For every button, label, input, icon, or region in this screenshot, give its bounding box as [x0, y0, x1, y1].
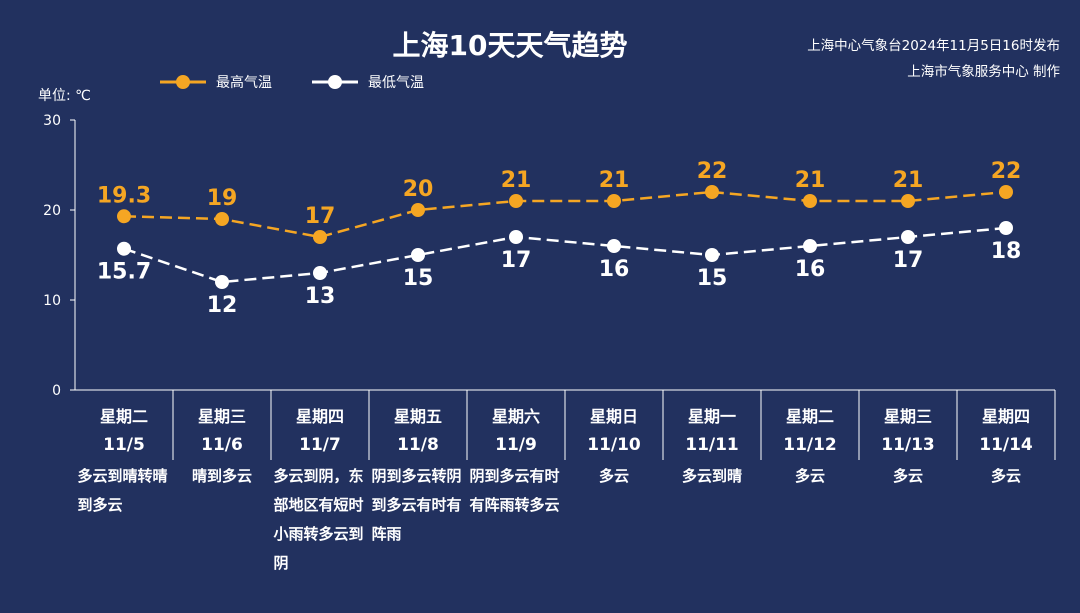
x-date-label: 11/6: [201, 435, 243, 455]
data-label: 13: [305, 284, 336, 309]
data-point: [411, 248, 425, 262]
legend-low-label: 最低气温: [368, 75, 424, 91]
y-tick-label: 20: [43, 203, 61, 219]
y-tick-label: 10: [43, 293, 61, 309]
weather-description: 多云: [957, 462, 1055, 491]
data-point: [215, 212, 229, 226]
x-weekday-label: 星期二: [786, 407, 834, 426]
data-label: 12: [207, 293, 238, 318]
x-weekday-label: 星期二: [100, 407, 148, 426]
data-label: 17: [501, 248, 532, 273]
x-weekday-label: 星期四: [982, 407, 1030, 426]
x-date-label: 11/12: [783, 435, 837, 455]
data-label: 18: [991, 239, 1022, 264]
weather-text: 晴到多云: [191, 467, 252, 485]
x-weekday-label: 星期一: [688, 407, 736, 426]
data-label: 17: [893, 248, 924, 273]
weather-description: 多云: [761, 462, 859, 491]
x-date-label: 11/5: [103, 435, 145, 455]
source-line-1: 上海中心气象台2024年11月5日16时发布: [807, 38, 1060, 54]
weather-description: 多云到晴转晴到多云: [75, 462, 173, 520]
data-label: 21: [599, 168, 630, 193]
data-label: 22: [991, 159, 1022, 184]
weather-text: 多云到晴: [681, 467, 742, 485]
data-point: [705, 248, 719, 262]
data-point: [803, 239, 817, 253]
weather-description: 多云: [565, 462, 663, 491]
x-weekday-label: 星期四: [296, 407, 344, 426]
x-date-label: 11/11: [685, 435, 739, 455]
weather-text: 多云到阴，东部地区有短时小雨转多云到阴: [273, 467, 364, 572]
x-weekday-label: 星期六: [492, 407, 540, 426]
weather-text: 多云: [892, 467, 923, 485]
weather-description: 阴到多云转阴到多云有时有阵雨: [369, 462, 467, 549]
y-axis-unit: 单位: ℃: [38, 88, 91, 104]
x-date-label: 11/10: [587, 435, 641, 455]
data-point: [705, 185, 719, 199]
x-date-label: 11/8: [397, 435, 439, 455]
data-point: [117, 209, 131, 224]
x-date-label: 11/14: [979, 435, 1033, 455]
x-date-label: 11/9: [495, 435, 537, 455]
x-weekday-label: 星期日: [590, 407, 638, 426]
data-label: 19: [207, 186, 238, 211]
data-label: 21: [893, 168, 924, 193]
data-label: 20: [403, 177, 434, 202]
data-label: 16: [795, 257, 826, 282]
x-date-label: 11/13: [881, 435, 935, 455]
legend-high: 最高气温: [160, 72, 272, 92]
data-label: 19.3: [97, 183, 151, 208]
data-label: 15: [697, 266, 728, 291]
data-point: [215, 275, 229, 289]
data-point: [607, 194, 621, 208]
data-label: 16: [599, 257, 630, 282]
data-point: [901, 230, 915, 244]
data-label: 22: [697, 159, 728, 184]
data-label: 17: [305, 204, 336, 229]
data-point: [999, 221, 1013, 235]
source-line-2: 上海市气象服务中心 制作: [907, 64, 1060, 80]
series-line-0: [123, 190, 1007, 239]
series-line-1: [123, 226, 1007, 284]
y-tick-label: 30: [43, 113, 61, 129]
x-date-label: 11/7: [299, 435, 341, 455]
weather-text: 多云到晴转晴到多云: [77, 467, 168, 514]
data-point: [901, 194, 915, 208]
weather-text: 阴到多云转阴到多云有时有阵雨: [371, 467, 462, 543]
weather-description: 多云: [859, 462, 957, 491]
data-point: [803, 194, 817, 208]
data-point: [313, 230, 327, 244]
weather-text: 多云: [990, 467, 1021, 485]
weather-text: 多云: [598, 467, 629, 485]
weather-text: 多云: [794, 467, 825, 485]
data-point: [117, 241, 131, 256]
weather-description: 阴到多云有时有阵雨转多云: [467, 462, 565, 520]
x-weekday-label: 星期三: [198, 407, 246, 426]
legend-high-label: 最高气温: [216, 75, 272, 91]
data-point: [313, 266, 327, 280]
data-point: [509, 230, 523, 244]
data-point: [411, 203, 425, 217]
y-tick-label: 0: [52, 383, 61, 399]
data-point: [999, 185, 1013, 199]
chart-title: 上海10天天气趋势: [392, 29, 628, 62]
data-label: 15: [403, 266, 434, 291]
data-label: 21: [795, 168, 826, 193]
data-point: [509, 194, 523, 208]
data-point: [607, 239, 621, 253]
weather-description: 晴到多云: [173, 462, 271, 491]
weather-text: 阴到多云有时有阵雨转多云: [469, 467, 560, 514]
weather-description: 多云到晴: [663, 462, 761, 491]
weather-description: 多云到阴，东部地区有短时小雨转多云到阴: [271, 462, 369, 578]
legend-low: 最低气温: [312, 72, 424, 92]
data-label: 15.7: [97, 260, 151, 285]
x-weekday-label: 星期三: [884, 407, 932, 426]
x-weekday-label: 星期五: [394, 407, 442, 426]
data-label: 21: [501, 168, 532, 193]
